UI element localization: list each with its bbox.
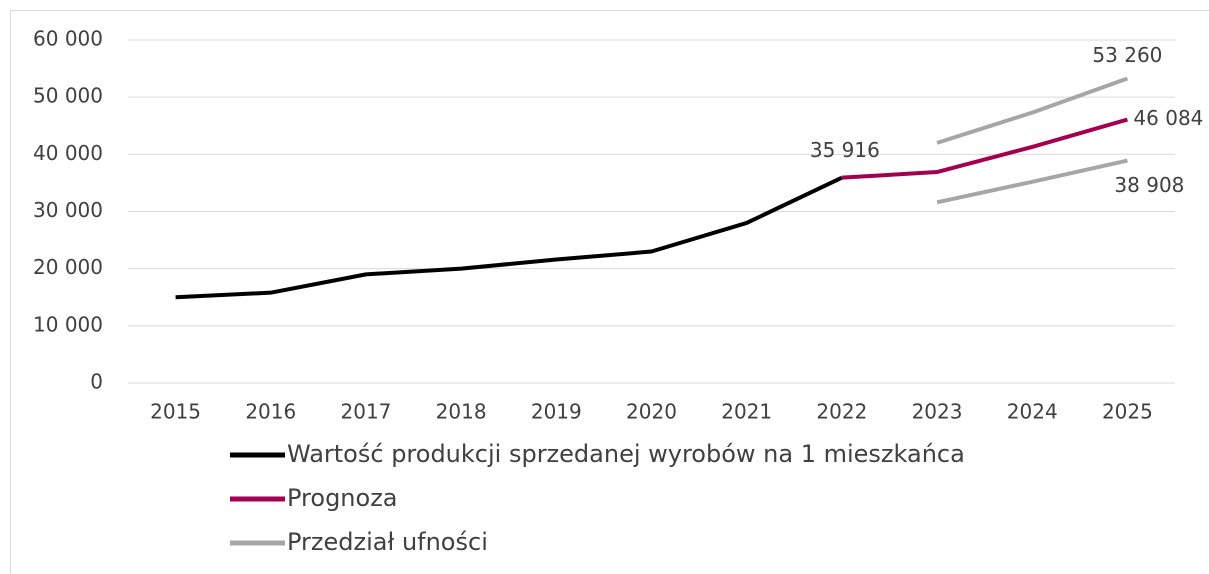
x-tick-label: 2024 — [1007, 400, 1058, 424]
y-tick-label: 60 000 — [33, 27, 103, 51]
chart-frame — [10, 10, 1209, 574]
series-line — [936, 76, 1129, 145]
y-tick-label: 20 000 — [33, 255, 103, 279]
x-tick-label: 2019 — [531, 400, 582, 424]
legend-label: Wartość produkcji sprzedanej wyrobów na … — [287, 440, 965, 468]
x-tick-label: 2022 — [816, 400, 867, 424]
series-line — [841, 117, 1128, 180]
x-tick-label: 2020 — [626, 400, 677, 424]
x-tick-label: 2025 — [1102, 400, 1153, 424]
x-tick-label: 2017 — [341, 400, 392, 424]
y-tick-label: 40 000 — [33, 141, 103, 165]
legend-label: Prognoza — [287, 484, 398, 512]
x-tick-label: 2023 — [912, 400, 963, 424]
legend-label: Przedział ufności — [287, 528, 488, 556]
x-tick-label: 2018 — [436, 400, 487, 424]
y-tick-label: 30 000 — [33, 198, 103, 222]
x-tick-label: 2015 — [150, 400, 201, 424]
x-tick-label: 2016 — [245, 400, 296, 424]
data-label: 46 084 — [1133, 106, 1203, 130]
data-label: 53 260 — [1092, 43, 1162, 67]
y-tick-label: 10 000 — [33, 312, 103, 336]
x-tick-label: 2021 — [721, 400, 772, 424]
y-tick-label: 50 000 — [33, 84, 103, 108]
series-line — [175, 175, 843, 300]
y-tick-label: 0 — [90, 370, 103, 394]
data-label: 38 908 — [1114, 173, 1184, 197]
series-line — [936, 158, 1128, 205]
data-label: 35 916 — [810, 138, 880, 162]
